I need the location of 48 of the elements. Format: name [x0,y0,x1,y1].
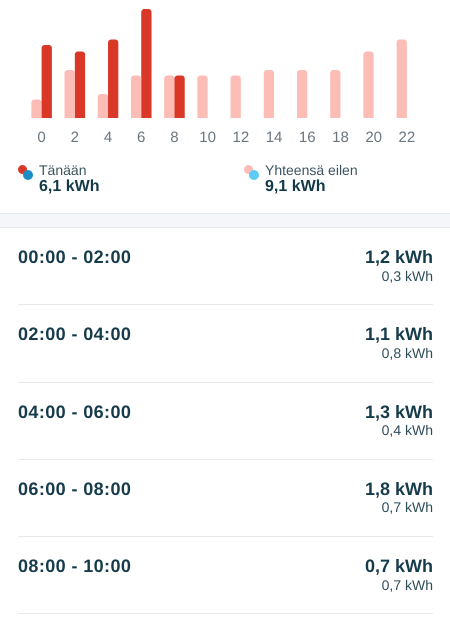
text: 1,8 kWh [364,478,433,500]
bar [296,70,308,118]
text: 0,7 kWh [382,576,433,594]
bar [396,40,407,118]
bar [197,75,208,118]
x-tick-label: 14 [266,129,282,146]
text: 0,3 kWh [382,268,433,284]
text: 0,7 kWh [382,499,433,516]
text: 9,1 kWh [265,177,326,196]
text: 06:00 - 08:00 [18,478,132,500]
bar [230,75,241,118]
text: 1,1 kWh [364,323,433,346]
bar [363,52,374,118]
bar [264,70,274,118]
bar [42,44,52,118]
bar [31,99,42,118]
text: 0,8 kWh [382,344,433,362]
text: 1,3 kWh [364,400,433,423]
bar [74,52,86,118]
bar [330,70,340,118]
text: 0,4 kWh [382,422,433,440]
bar [108,40,118,118]
text: 00:00 - 02:00 [18,246,132,268]
x-tick-label: 18 [332,129,349,146]
x-tick-label: 16 [298,129,316,146]
x-tick-label: 6 [137,129,146,146]
text: 04:00 - 06:00 [18,400,132,423]
x-tick-label: 12 [232,129,250,146]
x-tick-label: 0 [37,129,46,146]
text: 0,7 kWh [364,555,433,578]
bar [174,75,185,118]
x-tick-label: 8 [170,129,179,146]
text: 08:00 - 10:00 [18,555,132,578]
x-tick-label: 2 [70,129,79,146]
x-tick-label: 22 [398,129,416,146]
legend-label: Tänään [39,162,86,179]
bar [130,75,142,118]
bar [64,70,75,118]
legend-label: Yhteensä eilen [265,162,358,179]
text: 6,1 kWh [39,177,100,196]
x-tick-label: 20 [365,129,382,146]
text: 1,2 kWh [364,246,433,268]
bar [141,9,152,118]
text: 02:00 - 04:00 [18,323,132,346]
bar [98,94,108,118]
bar [164,75,174,118]
x-tick-label: 4 [104,129,112,146]
x-tick-label: 10 [199,129,216,146]
